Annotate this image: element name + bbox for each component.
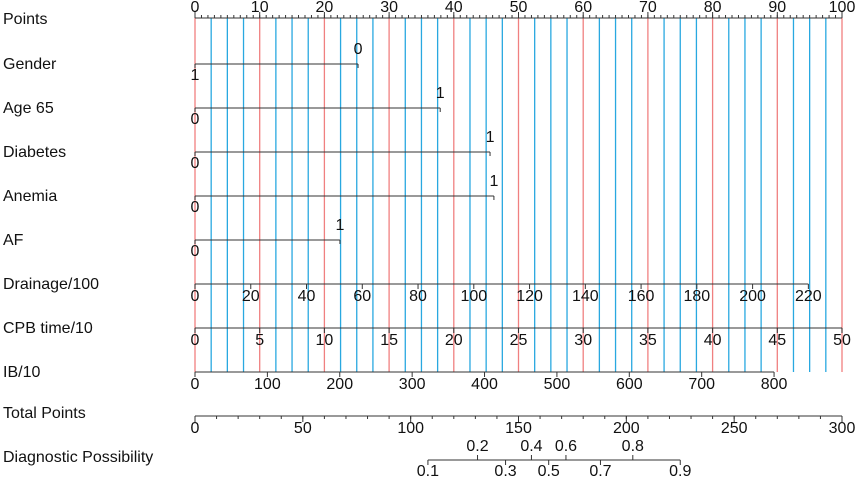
axis-label: Total Points bbox=[3, 405, 86, 422]
tick-label: 140 bbox=[572, 288, 599, 305]
tick-label: 800 bbox=[761, 376, 788, 393]
row-label: Gender bbox=[3, 56, 57, 73]
tick-label: 100 bbox=[254, 376, 281, 393]
row-label: CPB time/10 bbox=[3, 320, 93, 337]
tick-label: 70 bbox=[639, 0, 657, 16]
row-label: Age 65 bbox=[3, 100, 54, 117]
tick-label: 300 bbox=[399, 376, 426, 393]
tick-label: 0.1 bbox=[417, 463, 439, 480]
tick-label: 0 bbox=[191, 332, 200, 349]
tick-label: 250 bbox=[721, 420, 748, 437]
tick-label: 0.4 bbox=[520, 438, 542, 455]
tick-label: 160 bbox=[628, 288, 655, 305]
tick-label: 80 bbox=[704, 0, 722, 16]
tick-label: 50 bbox=[833, 332, 851, 349]
tick-label: 30 bbox=[574, 332, 592, 349]
tick-label: 500 bbox=[544, 376, 571, 393]
tick-label: 20 bbox=[316, 0, 334, 16]
row-label: Drainage/100 bbox=[3, 276, 99, 293]
tick-label: 60 bbox=[574, 0, 592, 16]
tick-label: 200 bbox=[613, 420, 640, 437]
level-label: 0 bbox=[191, 199, 200, 216]
tick-label: 0.2 bbox=[466, 438, 488, 455]
tick-label: 10 bbox=[251, 0, 269, 16]
row-label: Diabetes bbox=[3, 144, 66, 161]
row-label: Anemia bbox=[3, 188, 57, 205]
axis-label: Points bbox=[3, 11, 47, 28]
tick-label: 30 bbox=[380, 0, 398, 16]
tick-label: 120 bbox=[516, 288, 543, 305]
tick-label: 0 bbox=[191, 288, 200, 305]
tick-label: 20 bbox=[445, 332, 463, 349]
tick-label: 0 bbox=[191, 420, 200, 437]
tick-label: 200 bbox=[739, 288, 766, 305]
tick-label: 0 bbox=[191, 376, 200, 393]
tick-label: 40 bbox=[445, 0, 463, 16]
level-label: 1 bbox=[436, 85, 445, 102]
tick-label: 0 bbox=[191, 0, 200, 16]
tick-label: 80 bbox=[409, 288, 427, 305]
level-label: 1 bbox=[486, 129, 495, 146]
tick-label: 40 bbox=[704, 332, 722, 349]
tick-label: 35 bbox=[639, 332, 657, 349]
tick-label: 40 bbox=[298, 288, 316, 305]
row-label: AF bbox=[3, 232, 24, 249]
tick-label: 0.8 bbox=[622, 438, 644, 455]
tick-label: 700 bbox=[688, 376, 715, 393]
level-label: 1 bbox=[191, 67, 200, 84]
tick-label: 600 bbox=[616, 376, 643, 393]
tick-label: 50 bbox=[294, 420, 312, 437]
tick-label: 15 bbox=[380, 332, 398, 349]
level-label: 1 bbox=[489, 173, 498, 190]
tick-label: 180 bbox=[683, 288, 710, 305]
tick-label: 0.9 bbox=[669, 463, 691, 480]
tick-label: 150 bbox=[505, 420, 532, 437]
axis-label: Diagnostic Possibility bbox=[3, 449, 153, 466]
tick-label: 100 bbox=[397, 420, 424, 437]
tick-label: 20 bbox=[242, 288, 260, 305]
level-label: 0 bbox=[191, 155, 200, 172]
tick-label: 25 bbox=[510, 332, 528, 349]
tick-label: 100 bbox=[460, 288, 487, 305]
level-label: 1 bbox=[335, 217, 344, 234]
tick-label: 400 bbox=[471, 376, 498, 393]
tick-label: 60 bbox=[353, 288, 371, 305]
tick-label: 0.6 bbox=[555, 438, 577, 455]
tick-label: 50 bbox=[510, 0, 528, 16]
tick-label: 100 bbox=[829, 0, 856, 16]
tick-label: 10 bbox=[316, 332, 334, 349]
row-label: IB/10 bbox=[3, 364, 40, 381]
level-label: 0 bbox=[191, 111, 200, 128]
tick-label: 300 bbox=[829, 420, 856, 437]
tick-label: 45 bbox=[768, 332, 786, 349]
tick-label: 220 bbox=[795, 288, 822, 305]
level-label: 0 bbox=[354, 41, 363, 58]
tick-label: 90 bbox=[768, 0, 786, 16]
tick-label: 0.7 bbox=[589, 463, 611, 480]
tick-label: 200 bbox=[326, 376, 353, 393]
tick-label: 0.5 bbox=[538, 463, 560, 480]
tick-label: 0.3 bbox=[494, 463, 516, 480]
tick-label: 5 bbox=[255, 332, 264, 349]
level-label: 0 bbox=[191, 243, 200, 260]
